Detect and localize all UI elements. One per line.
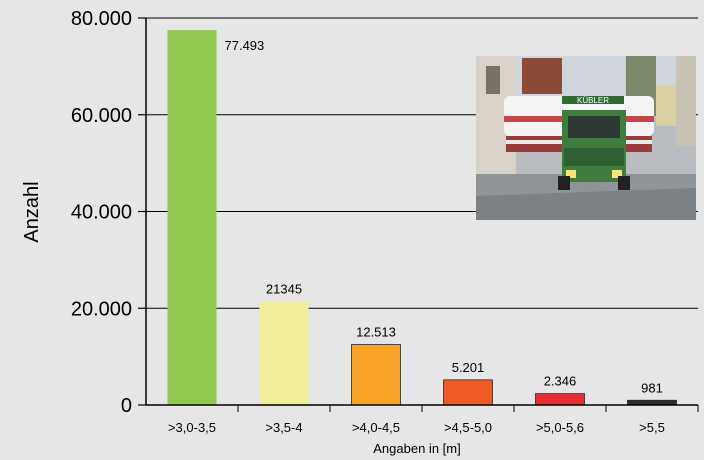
bar: [443, 379, 493, 406]
x-tick-label: >5,0-5,6: [536, 420, 584, 435]
y-tick-label: 60.000: [71, 105, 132, 127]
y-axis-title: Anzahl: [21, 181, 43, 242]
x-tick-label: >3,5-4: [265, 420, 302, 435]
data-label: 21345: [266, 282, 302, 297]
y-tick-label: 40.000: [71, 202, 132, 224]
y-axis-ticks: 0 20.000 40.000 60.000 80.000: [71, 8, 146, 417]
data-label: 981: [641, 380, 663, 395]
y-tick-label: 20.000: [71, 298, 132, 320]
value-labels: 77.493 21345 12.513 5.201 2.346 981: [225, 38, 663, 395]
bar: [535, 393, 585, 406]
bar: [351, 344, 401, 406]
data-label: 12.513: [356, 324, 396, 339]
y-tick-label: 80.000: [71, 8, 132, 30]
y-tick-label: 0: [121, 395, 132, 417]
x-axis-ticks: >3,0-3,5 >3,5-4 >4,0-4,5 >4,5-5,0 >5,0-5,6 >5…: [168, 405, 699, 435]
data-label: 77.493: [225, 38, 265, 53]
truck-photo: KÜBLER: [476, 56, 696, 220]
x-tick-label: >4,5-5,0: [444, 420, 492, 435]
x-tick-label: >3,0-3,5: [168, 420, 216, 435]
bars: [167, 30, 677, 406]
truck-sign-text: KÜBLER: [577, 96, 609, 105]
data-label: 5.201: [452, 360, 485, 375]
x-axis-title: Angaben in [m]: [373, 441, 460, 456]
bar: [259, 301, 309, 405]
bar: [167, 30, 217, 405]
x-tick-label: >4,0-4,5: [352, 420, 400, 435]
data-label: 2.346: [544, 374, 577, 389]
x-tick-label: >5,5: [639, 420, 665, 435]
